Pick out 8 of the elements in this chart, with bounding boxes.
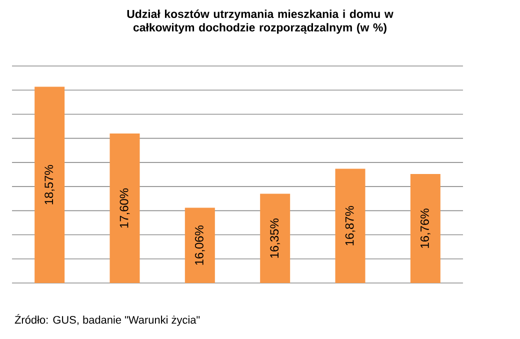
- data-label: 18,57%: [44, 165, 55, 204]
- data-label: 16,76%: [420, 208, 430, 248]
- data-label: 16,35%: [270, 218, 280, 258]
- data-label: 16,87%: [345, 206, 356, 246]
- data-label: 16,06%: [194, 226, 205, 265]
- text: Źródło: GUS, badanie "Warunki życia": [14, 314, 200, 326]
- data-label: 17,60%: [120, 188, 130, 228]
- chart-title: Udział kosztów utrzymania mieszkania i domu w całkowitym dochodzie rozporządzalnym (w %): [127, 10, 394, 34]
